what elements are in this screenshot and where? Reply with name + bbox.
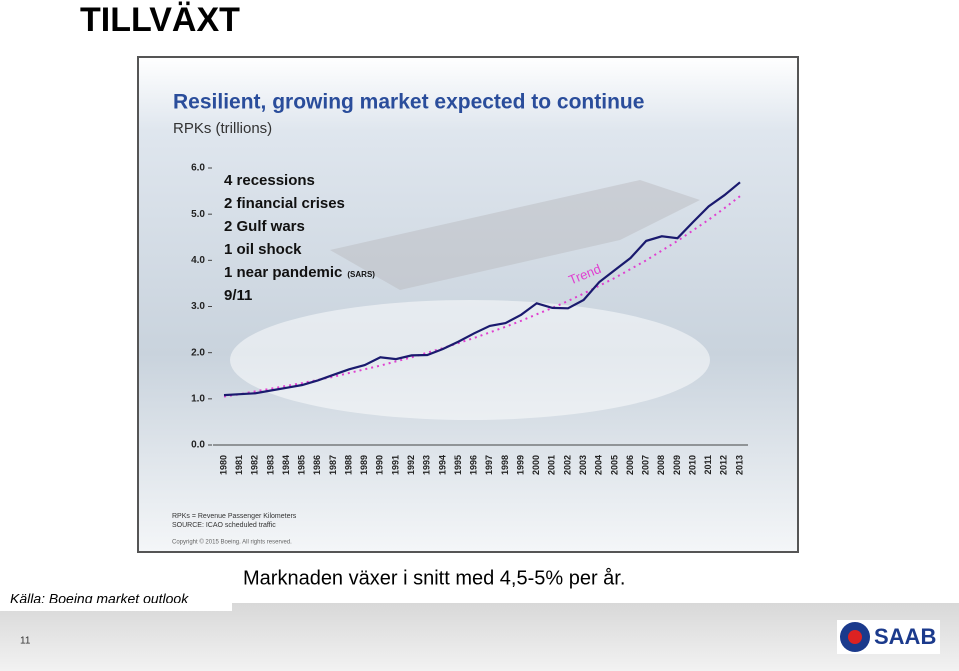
chart-title: Resilient, growing market expected to co… xyxy=(173,91,644,114)
logo-text: SAAB xyxy=(874,624,936,649)
x-tick-label: 1982 xyxy=(250,455,260,475)
x-tick-label: 1990 xyxy=(375,455,385,475)
x-tick-label: 1983 xyxy=(265,455,275,475)
annotation: 4 recessions xyxy=(224,172,315,189)
y-tick-label: 3.0 xyxy=(191,301,205,312)
annotation: 2 financial crises xyxy=(224,195,345,212)
x-tick-label: 1996 xyxy=(469,455,479,475)
x-tick-label: 1987 xyxy=(328,455,338,475)
y-tick-label: 4.0 xyxy=(191,255,205,266)
x-tick-label: 2003 xyxy=(578,455,588,475)
x-tick-label: 1991 xyxy=(390,455,400,475)
x-tick-label: 2007 xyxy=(641,455,651,475)
x-tick-label: 2004 xyxy=(594,455,604,475)
x-tick-label: 2000 xyxy=(531,455,541,475)
trend-line xyxy=(223,195,741,398)
y-tick-label: 6.0 xyxy=(191,163,205,174)
x-tick-label: 1985 xyxy=(297,455,307,475)
source: Källa: Boeing market outlook xyxy=(10,591,189,607)
footer-band xyxy=(0,603,959,671)
y-tick-label: 2.0 xyxy=(191,347,205,358)
x-tick-label: 2006 xyxy=(625,455,635,475)
logo-emblem-center xyxy=(848,630,862,644)
annotation: 2 Gulf wars xyxy=(224,218,305,235)
x-tick-label: 2011 xyxy=(703,455,713,475)
copyright: Copyright © 2015 Boeing. All rights rese… xyxy=(172,539,292,546)
page-number: 11 xyxy=(20,636,31,647)
x-tick-label: 2010 xyxy=(687,455,697,475)
x-tick-label: 2002 xyxy=(562,455,572,475)
footnote: SOURCE: ICAO scheduled traffic xyxy=(172,522,276,529)
x-tick-label: 2005 xyxy=(609,455,619,475)
x-tick-label: 1999 xyxy=(515,455,525,475)
annotation: 9/11 xyxy=(224,287,252,304)
x-tick-label: 2009 xyxy=(672,455,682,475)
x-tick-label: 1997 xyxy=(484,455,494,475)
cloud xyxy=(230,300,710,420)
x-tick-label: 1989 xyxy=(359,455,369,475)
airplane-shape xyxy=(330,180,700,290)
annotation: 1 oil shock xyxy=(224,241,302,258)
x-tick-label: 1993 xyxy=(422,455,432,475)
footnote: RPKs = Revenue Passenger Kilometers xyxy=(172,513,297,520)
chart-subtitle: RPKs (trillions) xyxy=(173,120,272,137)
x-tick-label: 1981 xyxy=(234,455,244,475)
x-tick-label: 1995 xyxy=(453,455,463,475)
data-line xyxy=(223,181,741,397)
x-tick-label: 1980 xyxy=(218,455,228,475)
x-tick-label: 2001 xyxy=(547,455,557,475)
x-tick-label: 1998 xyxy=(500,455,510,475)
caption: Marknaden växer i snitt med 4,5-5% per å… xyxy=(243,567,625,589)
x-tick-label: 2008 xyxy=(656,455,666,475)
x-tick-label: 2012 xyxy=(719,455,729,475)
x-tick-label: 1984 xyxy=(281,455,291,475)
heading: TILLVÄXT xyxy=(80,1,240,39)
annotation: 1 near pandemic xyxy=(224,264,342,281)
y-tick-label: 5.0 xyxy=(191,209,205,220)
x-tick-label: 1988 xyxy=(343,455,353,475)
y-tick-label: 0.0 xyxy=(191,440,205,451)
y-tick-label: 1.0 xyxy=(191,393,205,404)
x-tick-label: 1986 xyxy=(312,455,322,475)
x-tick-label: 1994 xyxy=(437,455,447,475)
x-tick-label: 1992 xyxy=(406,455,416,475)
footer-notch xyxy=(0,603,232,611)
annotation-note: (SARS) xyxy=(347,270,375,279)
x-tick-label: 2013 xyxy=(734,455,744,475)
